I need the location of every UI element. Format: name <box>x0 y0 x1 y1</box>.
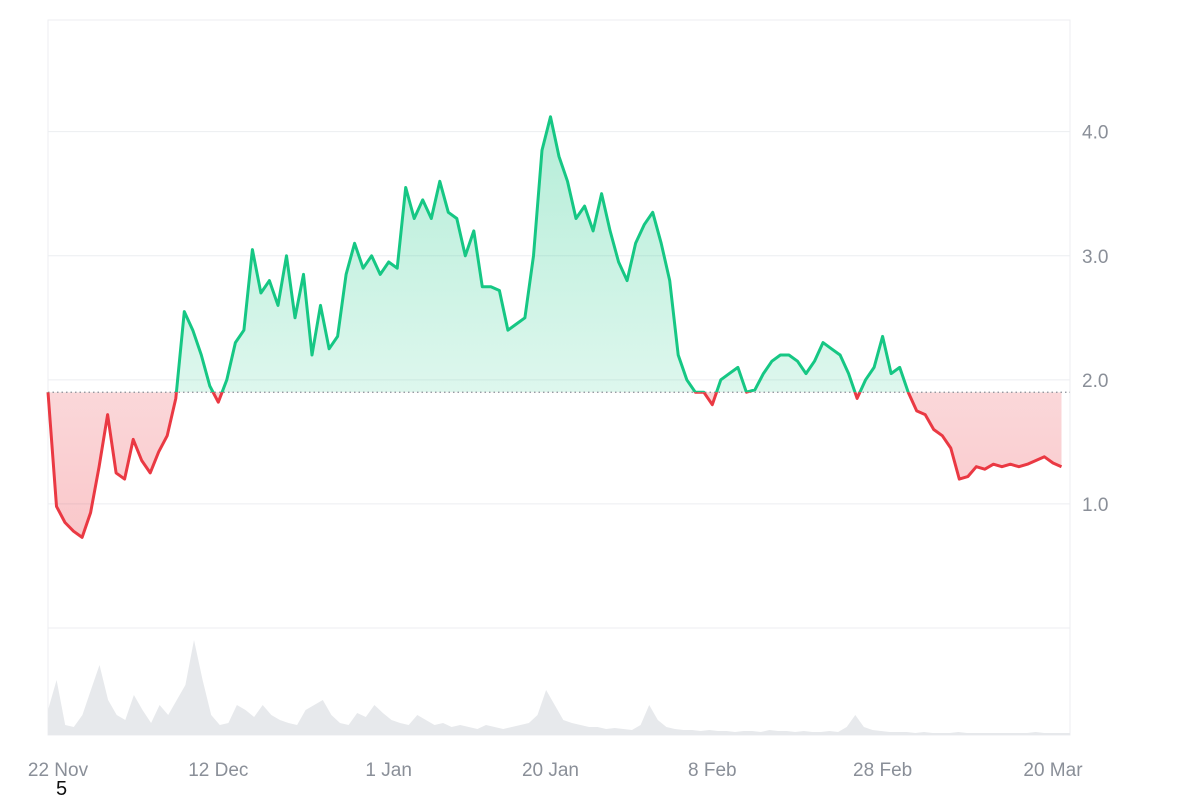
x-tick-label: 12 Dec <box>188 760 248 781</box>
x-tick-label: 28 Feb <box>853 760 912 781</box>
price-line-up <box>47 115 910 393</box>
x-tick-label: 1 Jan <box>365 760 411 781</box>
y-tick-label: 4.0 <box>1082 123 1108 144</box>
x-axis: 22 Nov 12 Dec 1 Jan 20 Jan 8 Feb 28 Feb 20 Mar <box>28 760 1083 781</box>
x-tick-label: 20 Jan <box>522 760 579 781</box>
price-line-down <box>46 392 1063 539</box>
footnote-label: 5 <box>56 778 68 800</box>
area-above-baseline <box>48 116 1062 393</box>
x-tick-label: 22 Nov <box>28 760 89 781</box>
price-area-fill <box>48 116 1062 538</box>
y-tick-label: 2.0 <box>1082 371 1108 392</box>
x-tick-label: 8 Feb <box>688 760 737 781</box>
area-below-baseline <box>48 392 1062 538</box>
volume-area <box>48 640 1070 735</box>
price-line <box>46 115 1063 539</box>
volume-series <box>48 640 1070 735</box>
y-tick-label: 1.0 <box>1082 495 1108 516</box>
y-tick-label: 3.0 <box>1082 247 1108 268</box>
y-axis: 1.0 2.0 3.0 4.0 <box>1082 123 1108 516</box>
x-tick-label: 20 Mar <box>1023 760 1083 781</box>
